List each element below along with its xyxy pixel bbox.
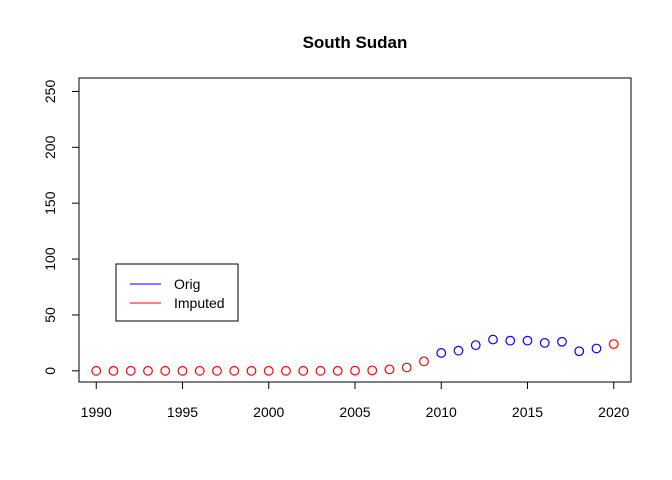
point-imputed [160, 365, 171, 376]
data-points [91, 334, 619, 376]
point-orig [574, 346, 585, 357]
point-imputed [263, 365, 274, 376]
point-imputed [281, 365, 291, 376]
point-imputed [177, 365, 188, 376]
y-tick-label: 100 [42, 247, 58, 271]
point-imputed [143, 365, 153, 376]
plot-frame [78, 77, 632, 383]
point-imputed [419, 356, 429, 367]
point-imputed [108, 365, 119, 376]
point-orig [557, 336, 567, 347]
y-tick-label: 150 [42, 191, 58, 215]
point-imputed [229, 365, 240, 376]
point-imputed [384, 364, 395, 375]
x-tick-label: 1995 [167, 404, 198, 420]
point-imputed [212, 365, 222, 376]
point-imputed [246, 365, 257, 376]
legend-label-orig: Orig [174, 276, 200, 292]
point-imputed [350, 365, 360, 376]
point-orig [539, 337, 550, 348]
y-tick-label: 200 [42, 135, 58, 159]
legend-label-imputed: Imputed [174, 295, 225, 311]
x-tick-label: 1990 [81, 404, 112, 420]
point-orig [505, 335, 516, 346]
x-tick-label: 2000 [253, 404, 284, 420]
point-imputed [315, 365, 326, 376]
y-tick-label: 50 [42, 307, 58, 323]
point-orig [436, 348, 447, 358]
point-orig [470, 340, 481, 351]
x-axis: 1990 1995 2000 2005 2010 2015 2020 [81, 381, 630, 420]
legend: Orig Imputed [115, 263, 239, 322]
point-orig [488, 334, 498, 345]
x-tick-label: 2020 [598, 404, 629, 420]
point-orig [591, 343, 602, 354]
point-orig [453, 345, 464, 356]
point-imputed [608, 339, 619, 349]
x-tick-label: 2005 [339, 404, 370, 420]
x-tick-label: 2010 [426, 404, 457, 420]
point-imputed [367, 365, 378, 376]
point-imputed [332, 365, 343, 376]
point-imputed [91, 365, 102, 376]
y-tick-label: 0 [42, 367, 58, 375]
y-axis: 0 50 100 150 200 250 [42, 80, 80, 375]
y-tick-label: 250 [42, 80, 58, 104]
chart-title: South Sudan [303, 33, 408, 52]
point-imputed [125, 365, 136, 376]
legend-box [115, 263, 239, 322]
point-imputed [298, 365, 309, 376]
point-imputed [401, 362, 412, 373]
x-tick-label: 2015 [512, 404, 543, 420]
point-orig [522, 335, 533, 346]
point-imputed [194, 365, 205, 376]
